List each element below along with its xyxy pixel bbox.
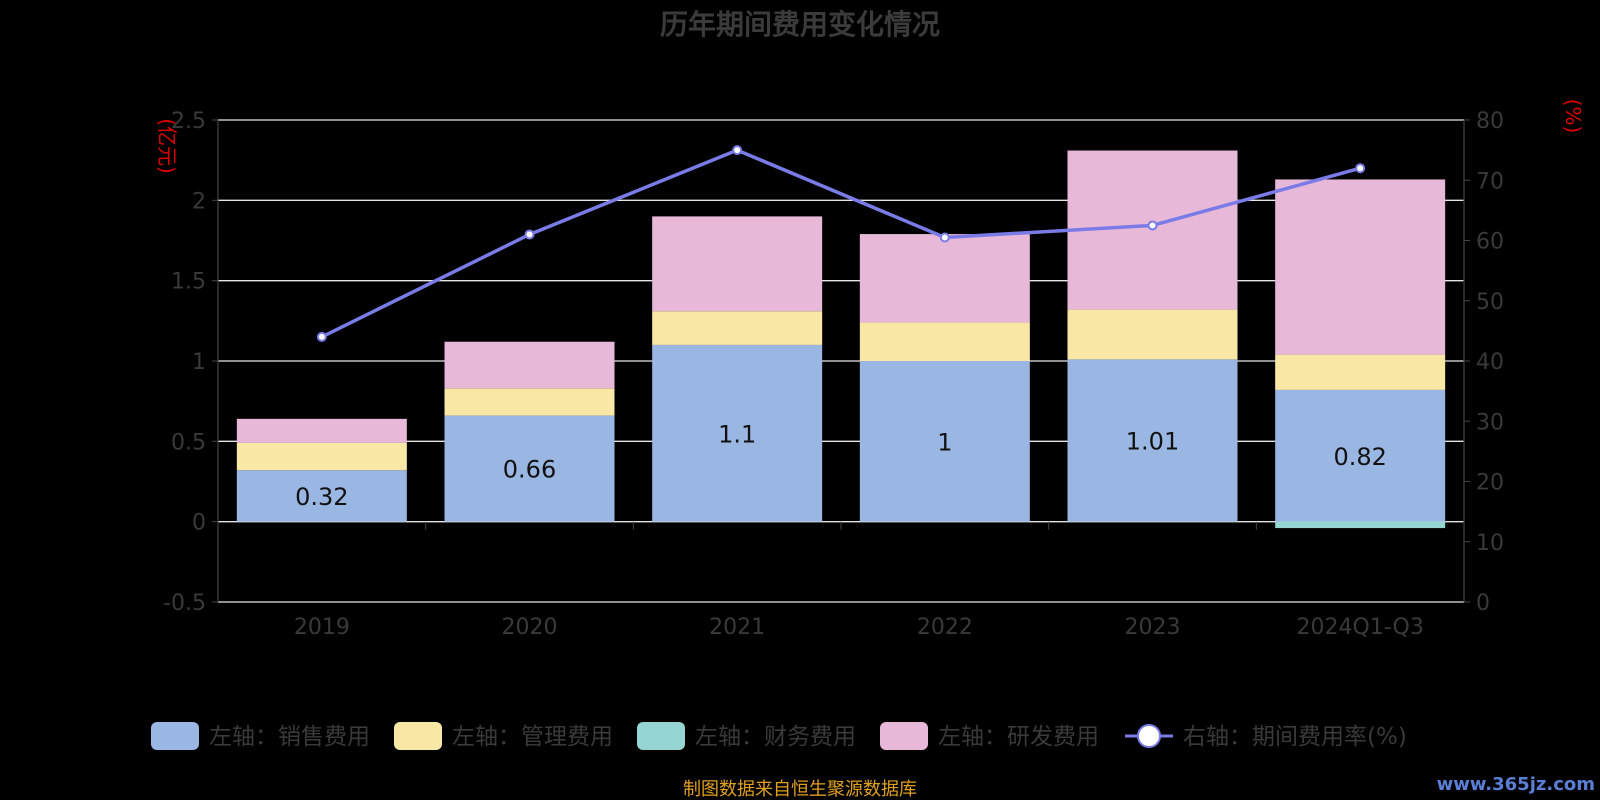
rate-line-point	[939, 232, 950, 243]
rate-line-point	[1147, 220, 1158, 231]
legend: 左轴：销售费用 左轴：管理费用 左轴：财务费用 左轴：研发费用 右轴：期间费用率(%)	[151, 722, 1407, 750]
category-label: 2021	[709, 615, 765, 640]
right-axis-tick-label: 60	[1476, 230, 1504, 255]
right-axis-tick-label: 30	[1476, 410, 1504, 435]
legend-item[interactable]: 左轴：财务费用	[637, 722, 856, 750]
left-axis-tick-label: 0.5	[171, 430, 206, 455]
chart-title: 历年期间费用变化情况	[660, 8, 940, 41]
bar-data-label: 0.32	[295, 483, 348, 511]
right-axis-tick-label: 80	[1476, 109, 1504, 134]
bars	[236, 150, 1446, 529]
left-axis-ticks: 2.5 2 1.5 1 0.5 0 -0.5	[163, 109, 218, 616]
legend-marker	[1137, 724, 1161, 748]
bar-segment-2	[444, 388, 615, 416]
bar-segment-2	[1275, 354, 1446, 390]
category-label: 2023	[1125, 615, 1181, 640]
legend-label: 左轴：管理费用	[452, 724, 613, 750]
legend-item[interactable]: 左轴：销售费用	[151, 722, 370, 750]
bar-segment-2	[859, 322, 1030, 361]
legend-swatch	[637, 722, 685, 750]
legend-swatch	[880, 722, 928, 750]
right-axis-tick-label: 40	[1476, 350, 1504, 375]
category-ticks: 2019 2020 2021 2022 2023 2024Q1-Q3	[294, 521, 1424, 640]
bar-segment-1	[859, 361, 1030, 522]
bar-segment-4	[444, 341, 615, 389]
legend-swatch	[394, 722, 442, 750]
bar-segment-4	[1275, 179, 1446, 355]
bar-data-label: 1	[937, 428, 952, 456]
rate-line	[316, 145, 1366, 342]
bar-segment-2	[236, 442, 407, 471]
category-label: 2024Q1-Q3	[1296, 615, 1423, 640]
right-axis-tick-label: 20	[1476, 471, 1504, 496]
right-axis-unit: (%)	[1561, 99, 1585, 134]
bar-segment-1	[236, 470, 407, 522]
bar-labels: 0.32 0.66 1.1 1 1.01 0.82	[295, 420, 1387, 511]
category-label: 2022	[917, 615, 973, 640]
rate-line-point	[1355, 163, 1366, 174]
bar-segment-2	[652, 311, 823, 345]
legend-label: 左轴：研发费用	[938, 724, 1099, 750]
category-label: 2020	[502, 615, 558, 640]
watermark: www.365jz.com	[1437, 774, 1595, 795]
legend-label: 左轴：财务费用	[695, 724, 856, 750]
bar-segment-4	[652, 216, 823, 312]
bar-segment-1	[1067, 359, 1238, 522]
right-axis-tick-label: 70	[1476, 169, 1504, 194]
left-axis-tick-label: 1	[192, 350, 206, 375]
legend-swatch	[151, 722, 199, 750]
bar-segment-4	[236, 418, 407, 443]
legend-label: 左轴：销售费用	[209, 724, 370, 750]
left-axis-tick-label: 2	[192, 189, 206, 214]
bar-segment-1	[444, 415, 615, 522]
bar-data-label: 1.01	[1126, 428, 1179, 456]
right-axis-tick-label: 0	[1476, 591, 1490, 616]
rate-line-path	[321, 148, 1361, 339]
bar-segment-1	[1275, 389, 1446, 522]
category-label: 2019	[294, 615, 350, 640]
legend-item[interactable]: 右轴：期间费用率(%)	[1125, 724, 1407, 750]
bar-segment-2	[1067, 309, 1238, 360]
rate-line-point	[524, 229, 535, 240]
legend-label: 右轴：期间费用率(%)	[1183, 724, 1407, 750]
right-axis-ticks: 80 70 60 50 40 30 20 10 0	[1464, 109, 1504, 616]
rate-line-point	[732, 145, 743, 156]
left-axis-tick-label: 2.5	[171, 109, 206, 134]
right-axis-tick-label: 10	[1476, 531, 1504, 556]
left-axis-tick-label: 1.5	[171, 270, 206, 295]
right-axis-tick-label: 50	[1476, 290, 1504, 315]
bar-data-label: 0.82	[1333, 443, 1386, 471]
bar-data-label: 1.1	[718, 420, 756, 448]
legend-item[interactable]: 左轴：研发费用	[880, 722, 1099, 750]
left-axis-unit: (亿元)	[155, 118, 179, 174]
bar-segment-4	[859, 234, 1030, 323]
bar-segment-3	[1275, 521, 1446, 529]
bar-segment-1	[652, 344, 823, 522]
left-axis-tick-label: -0.5	[163, 591, 206, 616]
source-note: 制图数据来自恒生聚源数据库	[683, 779, 917, 800]
left-axis-tick-label: 0	[192, 511, 206, 536]
rate-line-point	[316, 331, 327, 342]
bar-data-label: 0.66	[503, 456, 556, 484]
legend-item[interactable]: 左轴：管理费用	[394, 722, 613, 750]
